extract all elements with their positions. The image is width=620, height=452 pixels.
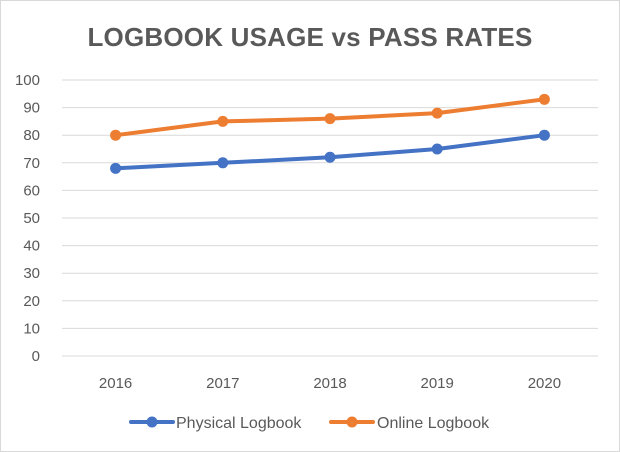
y-tick-label: 80 xyxy=(23,127,40,144)
y-tick-label: 40 xyxy=(23,238,40,255)
x-axis-ticks: 2016 2017 2018 2019 2020 xyxy=(99,375,561,392)
y-tick-label: 20 xyxy=(23,293,40,310)
legend-swatch-marker xyxy=(146,416,158,428)
data-point xyxy=(110,129,122,141)
legend-swatch-marker xyxy=(346,416,358,428)
x-tick-label: 2019 xyxy=(421,375,454,392)
data-point xyxy=(110,162,122,174)
x-tick-label: 2020 xyxy=(528,375,561,392)
legend-label: Physical Logbook xyxy=(176,415,302,432)
y-tick-label: 0 xyxy=(32,348,40,365)
data-point xyxy=(217,115,229,127)
data-point xyxy=(538,129,550,141)
data-point xyxy=(538,93,550,105)
y-axis-ticks: 0 10 20 30 40 50 60 70 80 90 100 xyxy=(15,72,40,365)
y-tick-label: 30 xyxy=(23,265,40,282)
data-point xyxy=(431,143,443,155)
data-point xyxy=(324,113,336,125)
series-group xyxy=(110,93,550,174)
y-tick-label: 60 xyxy=(23,182,40,199)
legend-label: Online Logbook xyxy=(377,415,490,432)
series-line-0 xyxy=(113,133,547,171)
y-tick-label: 100 xyxy=(15,72,40,89)
chart-title: LOGBOOK USAGE vs PASS RATES xyxy=(87,22,533,52)
x-tick-label: 2016 xyxy=(99,375,132,392)
y-tick-label: 50 xyxy=(23,210,40,227)
legend: Physical Logbook Online Logbook xyxy=(129,415,490,432)
x-tick-label: 2018 xyxy=(313,375,346,392)
gridlines xyxy=(62,79,598,357)
y-tick-label: 90 xyxy=(23,100,40,117)
y-tick-label: 70 xyxy=(23,155,40,172)
x-tick-label: 2017 xyxy=(206,375,239,392)
data-point xyxy=(324,151,336,163)
data-point xyxy=(217,157,229,169)
data-point xyxy=(431,107,443,119)
y-tick-label: 10 xyxy=(23,320,40,337)
